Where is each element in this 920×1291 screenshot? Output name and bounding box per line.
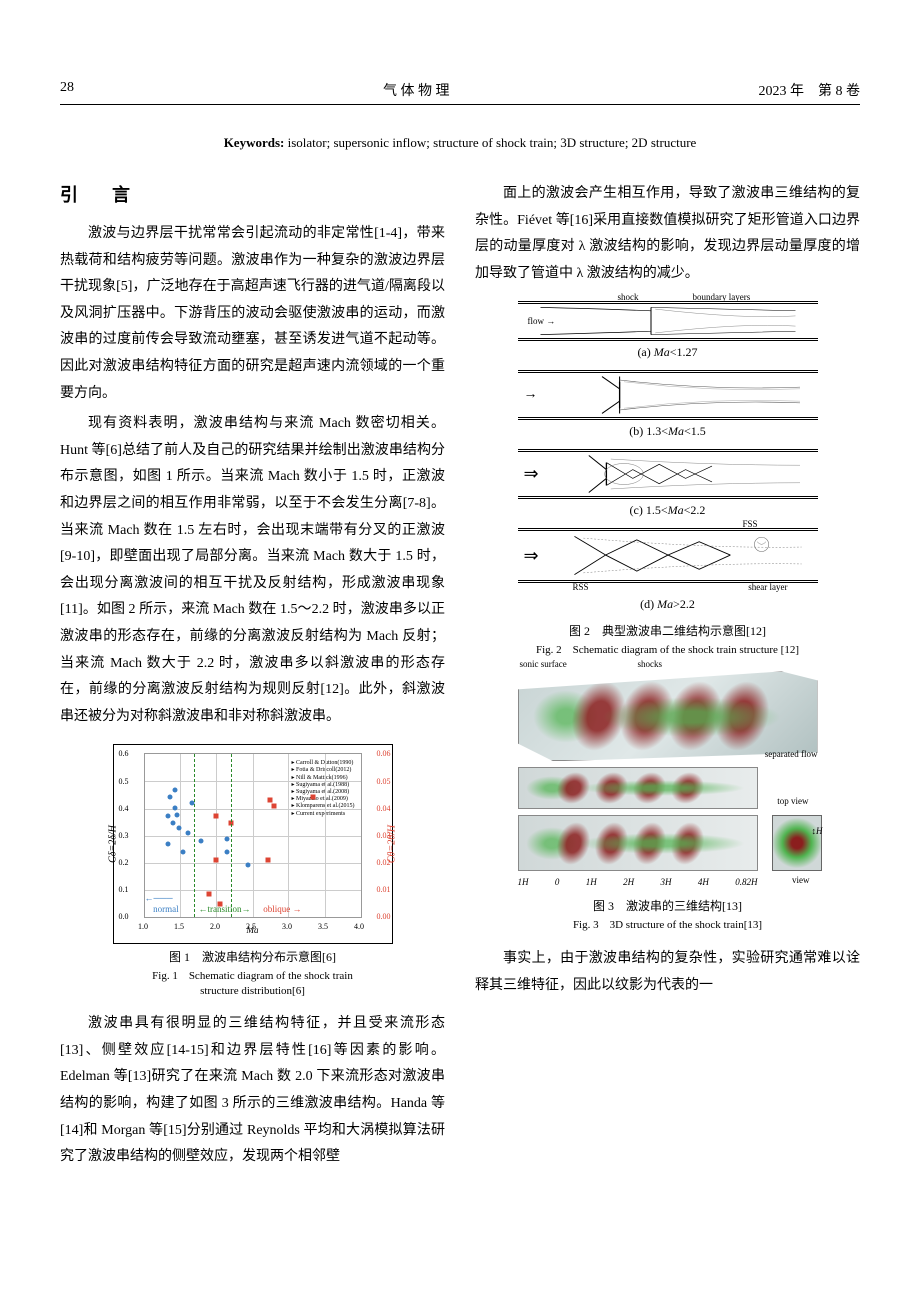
fig2-caption-cn: 图 2 典型激波串二维结构示意图[12]: [475, 622, 860, 639]
left-column: 引 言 激波与边界层干扰常常会引起流动的非定常性[1-4]，带来热载荷和结构疲劳…: [60, 181, 445, 1175]
fig1-legend: ▸ Carroll & Dutton(1990)▸ Fotia & Drisco…: [290, 758, 357, 820]
page-header: 28 气 体 物 理 2023 年 第 8 卷: [60, 80, 860, 105]
fig2-d-schematic: ⇒ FSS RSS shear layer: [518, 528, 818, 583]
fig2-a-schematic: flow → shock boundary layers: [518, 301, 818, 341]
fig1-ylabel-left: Cδ=2δ/H: [107, 825, 118, 863]
fig3-shocks-label: shocks: [638, 659, 663, 669]
fig2-b-schematic: →: [518, 370, 818, 420]
figure-1: Cδ=2δ/H Cθ=2θ/H ▸ Carroll & Dutton(1990)…: [60, 744, 445, 997]
figure-2: flow → shock boundary layers (a) Ma<1.27…: [475, 301, 860, 657]
right-para-1: 面上的激波会产生相互作用，导致了激波串三维结构的复杂性。Fiévet 等[16]…: [475, 181, 860, 287]
fig3-sonic-label: sonic surface: [520, 659, 567, 669]
fig2-c-caption: (c) 1.5<Ma<2.2: [475, 503, 860, 518]
fig2-b-arrow-icon: →: [524, 387, 538, 403]
fig3-h-label: ↕H: [812, 826, 823, 836]
fig3-top-view: top view: [518, 767, 758, 809]
fig2-d-caption: (d) Ma>2.2: [475, 597, 860, 612]
fig3-3d-panel: [518, 671, 818, 761]
section-title: 引 言: [60, 181, 445, 207]
intro-para-1: 激波与边界层干扰常常会引起流动的非定常性[1-4]，带来热载荷和结构疲劳等问题。…: [60, 221, 445, 407]
fig1-plot-area: ▸ Carroll & Dutton(1990)▸ Fotia & Drisco…: [144, 753, 362, 918]
journal-name: 气 体 物 理: [383, 80, 450, 100]
keywords-line: Keywords: isolator; supersonic inflow; s…: [60, 135, 860, 151]
fig2-d-fss-label: FSS: [742, 519, 757, 529]
fig2-c-arrow-icon: ⇒: [524, 464, 539, 485]
fig3-topview-label: top view: [777, 796, 808, 806]
fig3-separated-label: separated flow: [765, 749, 818, 759]
fig3-caption-en: Fig. 3 3D structure of the shock train[1…: [475, 916, 860, 932]
fig2-b-caption: (b) 1.3<Ma<1.5: [475, 424, 860, 439]
fig2-d-shear-label: shear layer: [748, 582, 787, 592]
intro-para-3: 激波串具有很明显的三维结构特征，并且受来流形态[13]、侧壁效应[14-15]和…: [60, 1011, 445, 1171]
right-column: 面上的激波会产生相互作用，导致了激波串三维结构的复杂性。Fiévet 等[16]…: [475, 181, 860, 1175]
fig3-downstream-view: ↕H: [772, 815, 822, 871]
fig3-xticks: 1H01H2H3H4H0.82H: [518, 877, 758, 887]
fig3-container: sonic surface shocks separated flow: [518, 671, 818, 887]
fig1-caption-cn: 图 1 激波串结构分布示意图[6]: [60, 948, 445, 965]
fig1-caption-en-1: Fig. 1 Schematic diagram of the shock tr…: [60, 967, 445, 983]
figure-3: sonic surface shocks separated flow: [475, 671, 860, 932]
fig3-view-label: view: [792, 875, 810, 885]
fig2-caption-en: Fig. 2 Schematic diagram of the shock tr…: [475, 641, 860, 657]
fig2-a-caption: (a) Ma<1.27: [475, 345, 860, 360]
fig3-side-view: side view: [518, 815, 758, 871]
fig1-caption-en-2: structure distribution[6]: [60, 985, 445, 997]
keywords-text: isolator; supersonic inflow; structure o…: [288, 135, 697, 150]
fig2-a-shock-label: shock: [618, 292, 639, 302]
fig2-d-rss-label: RSS: [573, 582, 589, 592]
fig2-c-schematic: ⇒: [518, 449, 818, 499]
fig2-a-flow-label: flow →: [528, 316, 556, 326]
issue-info: 2023 年 第 8 卷: [759, 80, 861, 100]
page-number: 28: [60, 80, 74, 100]
right-para-2: 事实上，由于激波串结构的复杂性，实验研究通常难以诠释其三维特征，因此以纹影为代表…: [475, 946, 860, 999]
keywords-label: Keywords:: [224, 135, 288, 150]
fig2-a-boundary-label: boundary layers: [693, 292, 751, 302]
intro-para-2: 现有资料表明，激波串结构与来流 Mach 数密切相关。Hunt 等[6]总结了前…: [60, 411, 445, 730]
fig1-chart: Cδ=2δ/H Cθ=2θ/H ▸ Carroll & Dutton(1990)…: [113, 744, 393, 944]
fig2-d-arrow-icon: ⇒: [524, 545, 539, 566]
fig3-caption-cn: 图 3 激波串的三维结构[13]: [475, 897, 860, 914]
